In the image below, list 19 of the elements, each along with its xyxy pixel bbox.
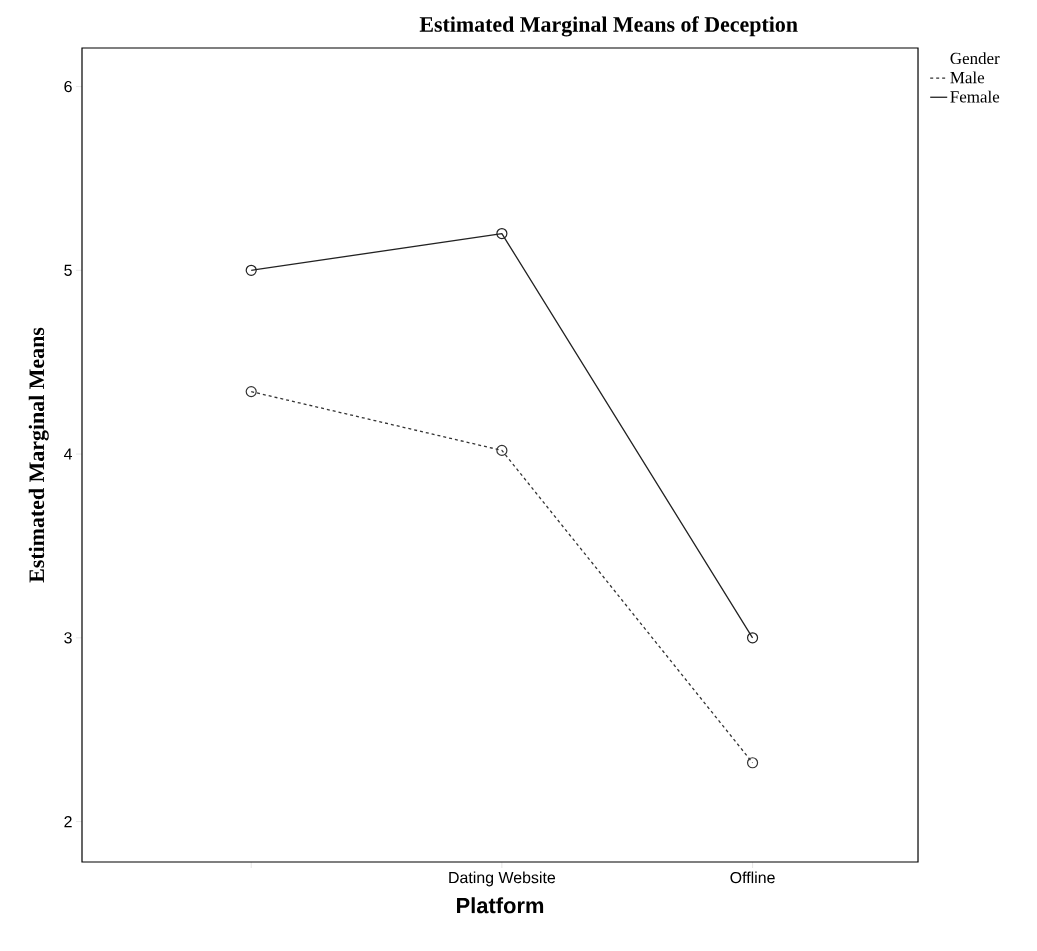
y-tick-label: 5 bbox=[64, 264, 72, 276]
y-tick-label: 6 bbox=[64, 80, 72, 93]
y-axis-title: Estimated Marginal Means bbox=[28, 327, 49, 583]
point bbox=[746, 632, 759, 644]
legend-title: Gender bbox=[950, 52, 1000, 65]
x-axis-title: Platform bbox=[457, 897, 544, 914]
legend-label: Male bbox=[950, 71, 985, 84]
point bbox=[245, 264, 257, 276]
y-tick-label: 2 bbox=[64, 816, 72, 828]
chart-title: Estimated Marginal Means of Deception bbox=[419, 16, 798, 37]
point bbox=[746, 757, 759, 769]
x-tick-label: Dating Website bbox=[449, 871, 556, 887]
point bbox=[496, 227, 508, 240]
legend-label: Female bbox=[950, 90, 1000, 103]
point bbox=[245, 386, 257, 398]
y-tick-label: 3 bbox=[64, 632, 72, 644]
y-tick-label: 4 bbox=[63, 448, 73, 460]
x-tick-label: Offline bbox=[730, 871, 775, 884]
point bbox=[496, 444, 508, 456]
